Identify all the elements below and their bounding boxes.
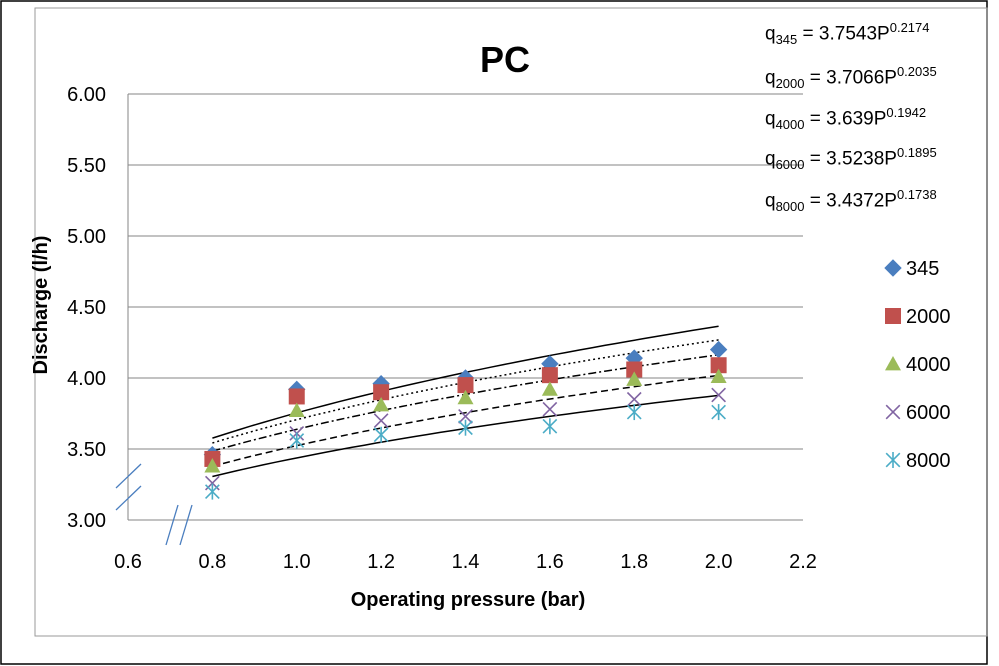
data-point-6000 [626,391,642,407]
equation-subscript: 8000 [775,199,805,215]
data-point-2000 [710,357,727,374]
equation-lhs: q [765,23,776,45]
data-point-8000 [626,404,642,421]
x-break-mark [165,504,179,546]
tick-labels: 3.00 3.50 4.00 4.50 5.00 5.50 6.00 0.6 0.8 1.0 1.2… [67,84,817,573]
axis-break-marks [115,463,193,546]
trendline-8000 [212,394,719,478]
data-point-6000 [542,401,558,417]
y-tick-label: 5.50 [67,155,106,177]
data-point-6000 [373,413,389,428]
equation-exponent: 0.2035 [896,64,937,79]
x-tick-label: 0.8 [198,551,226,573]
x-break-mark [179,504,193,546]
y-tick-label: 5.00 [67,226,106,248]
equation-rhs: = 3.7066P [804,67,897,89]
y-axis-title: Discharge (l/h) [30,236,52,375]
legend-label-6000: 6000 [906,402,951,424]
data-point-6000 [711,387,726,403]
legend-marker-8000 [885,452,901,468]
trend-equation-8000: q8000 = 3.4372P0.1738 [765,187,937,214]
data-point-8000 [542,418,558,435]
data-point-2000 [457,377,474,394]
y-tick-label: 3.50 [67,439,106,461]
data-point-8000 [711,404,726,421]
equation-subscript: 6000 [775,157,805,173]
data-point-2000 [626,361,643,378]
y-tick-label: 4.50 [67,297,106,319]
x-tick-label: 1.0 [283,551,311,573]
trend-equation-6000: q6000 = 3.5238P0.1895 [765,145,937,172]
trend-equation-2000: q2000 = 3.7066P0.2035 [765,64,937,91]
data-point-8000 [373,426,389,443]
data-point-4000 [541,381,558,396]
legend-label-2000: 2000 [906,306,951,328]
equation-rhs: = 3.7543P [797,23,890,45]
y-tick-label: 4.00 [67,368,106,390]
legend-marker-6000 [885,404,901,420]
x-axis-title: Operating pressure (bar) [351,589,586,611]
legend-marker-4000 [885,356,901,371]
data-point-345 [709,340,728,359]
x-tick-label: 1.8 [620,551,648,573]
data-point-8000 [205,483,220,500]
data-point-4000 [373,396,390,412]
equation-exponent: 0.1738 [896,187,937,202]
legend-label-8000: 8000 [906,450,951,472]
equation-lhs: q [765,148,776,170]
data-point-4000 [288,402,305,418]
data-point-8000 [458,419,473,436]
chart-area-border [34,7,988,637]
x-tick-label: 1.2 [367,551,395,573]
data-point-4000 [457,389,474,405]
equation-lhs: q [765,67,776,89]
equation-subscript: 345 [775,32,798,48]
equation-lhs: q [765,108,776,130]
data-point-2000 [288,388,305,405]
legend: 345 2000 4000 6000 8000 [884,258,951,472]
data-point-4000 [626,371,643,386]
legend-marker-345 [884,259,902,277]
data-point-4000 [204,458,221,473]
equation-rhs: = 3.5238P [804,148,897,170]
trend-equation-345: q345 = 3.7543P0.2174 [765,20,930,47]
gridlines [128,93,803,450]
axes [127,94,803,521]
equation-lhs: q [765,190,776,212]
y-break-mark [115,463,142,489]
equation-exponent: 0.1942 [886,105,927,120]
trendline-6000 [212,374,719,468]
y-tick-label: 3.00 [67,510,106,532]
x-tick-label: 2.2 [789,551,817,573]
x-tick-label: 1.6 [536,551,564,573]
x-tick-label: 1.4 [452,551,480,573]
equation-subscript: 4000 [775,117,805,133]
x-tick-label: 2.0 [705,551,733,573]
equation-rhs: = 3.639P [804,108,887,130]
legend-label-345: 345 [906,258,939,280]
chart-title: PC [480,39,530,80]
data-point-2000 [541,367,558,384]
equation-subscript: 2000 [775,76,805,92]
data-point-8000 [289,432,305,449]
equation-exponent: 0.2174 [889,20,930,35]
legend-marker-2000 [885,308,901,324]
y-break-mark [115,485,142,511]
equation-rhs: = 3.4372P [804,190,897,212]
x-tick-label: 0.6 [114,551,142,573]
equation-exponent: 0.1895 [896,145,937,160]
data-point-2000 [373,384,390,401]
y-tick-label: 6.00 [67,84,106,106]
data-point-4000 [710,368,727,383]
data-markers [203,340,728,500]
trend-equation-4000: q4000 = 3.639P0.1942 [765,105,926,132]
legend-label-4000: 4000 [906,354,951,376]
data-point-6000 [458,408,473,424]
